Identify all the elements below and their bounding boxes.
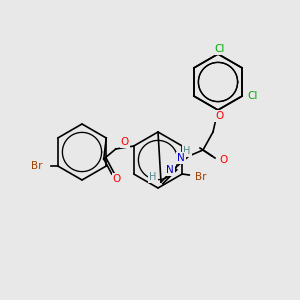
Text: O: O bbox=[121, 137, 129, 147]
Text: Cl: Cl bbox=[215, 44, 225, 54]
Text: H: H bbox=[183, 146, 191, 156]
Text: N: N bbox=[177, 153, 185, 163]
Text: Br: Br bbox=[31, 161, 43, 171]
Text: O: O bbox=[112, 174, 121, 184]
Text: O: O bbox=[219, 155, 227, 165]
Text: H: H bbox=[149, 172, 157, 182]
Text: Br: Br bbox=[196, 172, 207, 182]
Text: Cl: Cl bbox=[247, 91, 257, 101]
Text: N: N bbox=[166, 165, 174, 175]
Text: O: O bbox=[215, 111, 223, 121]
